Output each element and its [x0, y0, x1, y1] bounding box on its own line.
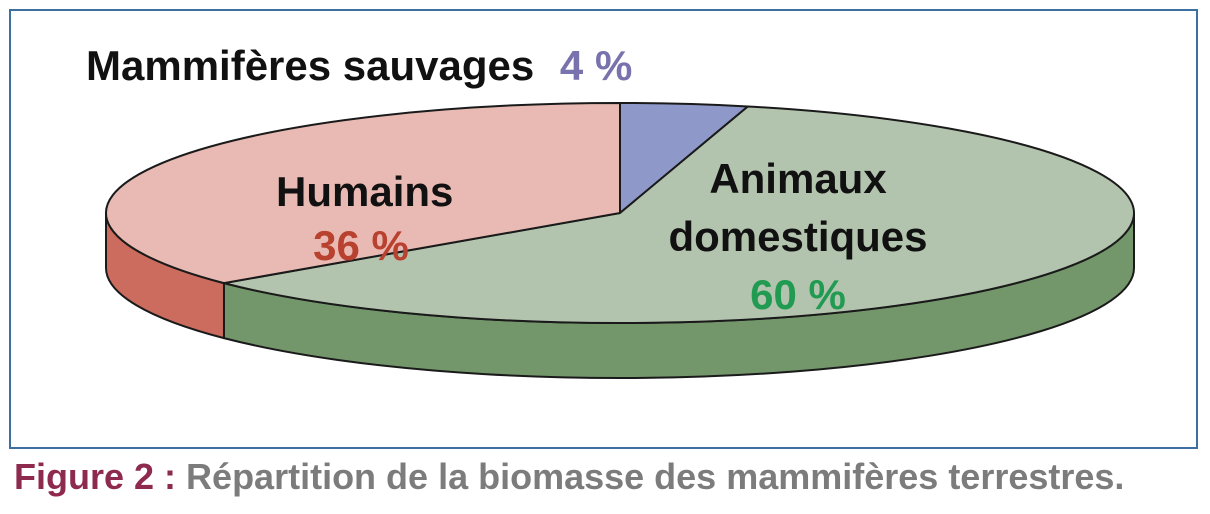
label-mammiferes-sauvages: Mammifères sauvages 4 %	[86, 42, 632, 90]
pie-slice-animaux-domestiques	[222, 105, 1136, 325]
label-animaux-domestiques: Animaux domestiques 60 %	[648, 150, 948, 324]
caption-text: Répartition de la biomasse des mammifère…	[186, 456, 1125, 497]
animaux-domestiques-name-line2: domestiques	[668, 213, 928, 260]
humains-value: 36 %	[313, 222, 409, 269]
animaux-domestiques-name-line1: Animaux	[709, 155, 887, 202]
label-humains: Humains 36 %	[276, 165, 454, 273]
pie-slice-humains	[104, 102, 621, 285]
figure-number: Figure 2 :	[14, 456, 177, 497]
humains-name: Humains	[276, 168, 454, 215]
mammiferes-sauvages-name: Mammifères sauvages	[86, 42, 535, 89]
animaux-domestiques-value: 60 %	[750, 271, 846, 318]
mammiferes-sauvages-value: 4 %	[559, 42, 633, 89]
figure-caption: Figure 2 : Répartition de la biomasse de…	[14, 456, 1124, 498]
